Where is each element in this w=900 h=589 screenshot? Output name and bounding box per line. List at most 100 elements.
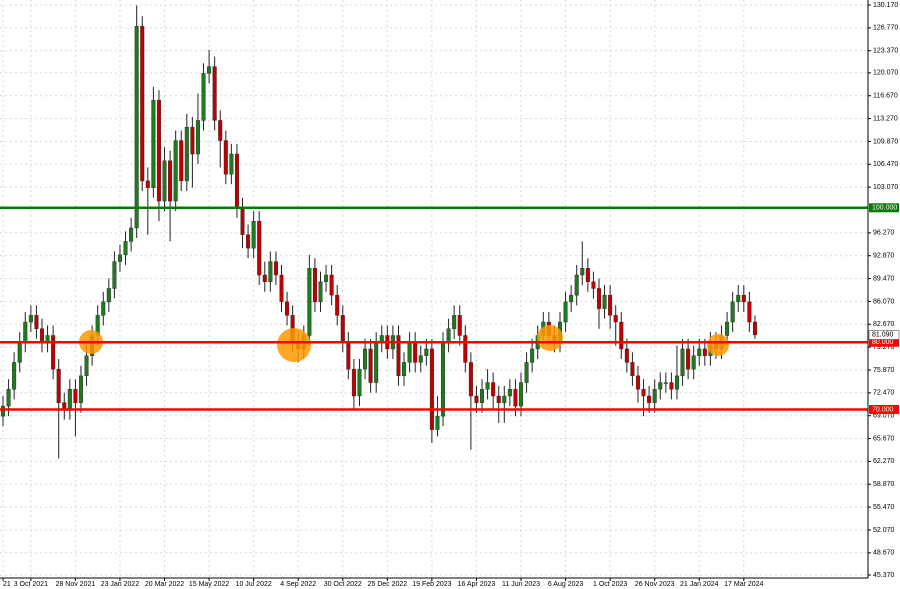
candle-body: [285, 301, 290, 316]
candle-body: [635, 375, 640, 390]
candle-body: [435, 415, 440, 430]
candle-body: [669, 382, 674, 390]
candle-body: [608, 294, 613, 316]
candle-body: [6, 389, 11, 407]
y-tick-label: 65.670: [873, 435, 895, 442]
candle-body: [279, 274, 284, 303]
y-tick-label: 103.070: [873, 184, 898, 191]
candle-body: [663, 382, 668, 384]
candle-body: [112, 261, 117, 289]
candle-body: [23, 321, 28, 343]
candle-body: [129, 227, 134, 242]
candle-body: [641, 389, 646, 397]
candle-body: [84, 355, 89, 377]
candle-body: [747, 301, 752, 323]
candle-body: [78, 375, 83, 403]
y-tick-label: 82.670: [873, 321, 895, 328]
candle-body: [363, 348, 368, 370]
candle-body: [491, 382, 496, 397]
y-tick-label: 92.870: [873, 253, 895, 260]
candle-body: [736, 294, 741, 303]
candle-body: [602, 294, 607, 309]
candle-body: [424, 348, 429, 356]
candle-body: [563, 301, 568, 323]
candle-body: [1, 405, 5, 417]
y-tick-label: 116.670: [873, 93, 898, 100]
candle-body: [173, 140, 178, 202]
candle-body: [51, 335, 56, 370]
candle-body: [28, 315, 33, 323]
level-tag: [869, 337, 899, 347]
y-tick-label: 52.070: [873, 527, 895, 534]
candle-body: [619, 321, 624, 350]
candle-body: [335, 294, 340, 316]
candle-body: [468, 362, 473, 397]
candle-body: [140, 26, 145, 182]
y-tick-label: 123.370: [873, 48, 898, 55]
candle-body: [240, 207, 245, 235]
candle-body: [184, 126, 189, 182]
candle-body: [17, 342, 22, 363]
candle-body: [630, 362, 635, 377]
candle-body: [145, 180, 150, 188]
candle-body: [151, 100, 156, 188]
candle-body: [658, 382, 663, 390]
x-tick-label: 30 Oct 2022: [324, 581, 362, 588]
level-tag: [869, 404, 899, 414]
candle-body: [474, 395, 479, 403]
candle-body: [429, 348, 434, 430]
candle-body: [12, 362, 17, 390]
candle-body: [251, 221, 256, 249]
candle-body: [652, 389, 657, 403]
x-tick-label: 21 Jan 2024: [680, 581, 719, 588]
candle-body: [496, 395, 501, 403]
candle-body: [257, 221, 262, 276]
level-label: 100.000: [872, 205, 897, 212]
x-tick-label: 10 Jul 2022: [236, 581, 272, 588]
x-tick-label: 28 Nov 2021: [56, 581, 96, 588]
y-tick-label: 96.270: [873, 230, 895, 237]
candle-body: [262, 274, 267, 282]
candles: [1, 5, 757, 459]
candle-body: [519, 382, 524, 407]
candle-body: [156, 100, 161, 202]
y-tick-label: 72.470: [873, 390, 895, 397]
candle-body: [168, 160, 173, 202]
x-tick-label: 16 Apr 2023: [458, 581, 496, 588]
y-tick-label: 126.770: [873, 25, 898, 32]
y-tick-label: 75.870: [873, 367, 895, 374]
candle-body: [502, 395, 507, 403]
candle-body: [702, 348, 707, 356]
x-tick-label: 23 Jan 2022: [101, 581, 140, 588]
candle-body: [697, 348, 702, 356]
candle-body: [446, 328, 451, 343]
y-tick-label: 45.370: [873, 572, 895, 579]
candle-body: [123, 241, 128, 256]
candle-body: [725, 321, 730, 336]
candle-body: [585, 268, 590, 282]
x-tick-label: 26 Nov 2023: [635, 581, 675, 588]
candle-body: [691, 355, 696, 370]
candle-body: [162, 160, 167, 202]
x-tick-label: 6 Aug 2023: [548, 581, 584, 588]
candle-body: [307, 268, 312, 336]
candle-body: [686, 348, 691, 370]
candle-body: [613, 315, 618, 323]
candle-body: [752, 321, 757, 336]
candle-body: [312, 268, 317, 303]
x-tick-label: 17 Mar 2024: [724, 581, 763, 588]
candle-body: [351, 368, 356, 397]
y-tick-label: 58.870: [873, 481, 895, 488]
y-tick-label: 89.470: [873, 275, 895, 282]
candle-body: [485, 382, 490, 390]
candle-body: [596, 288, 601, 309]
candle-body: [441, 342, 446, 417]
highlight: [707, 334, 729, 356]
candle-body: [524, 362, 529, 383]
highlight: [537, 325, 563, 351]
candle-body: [340, 315, 345, 343]
candle-body: [324, 274, 329, 282]
candle-body: [591, 281, 596, 289]
